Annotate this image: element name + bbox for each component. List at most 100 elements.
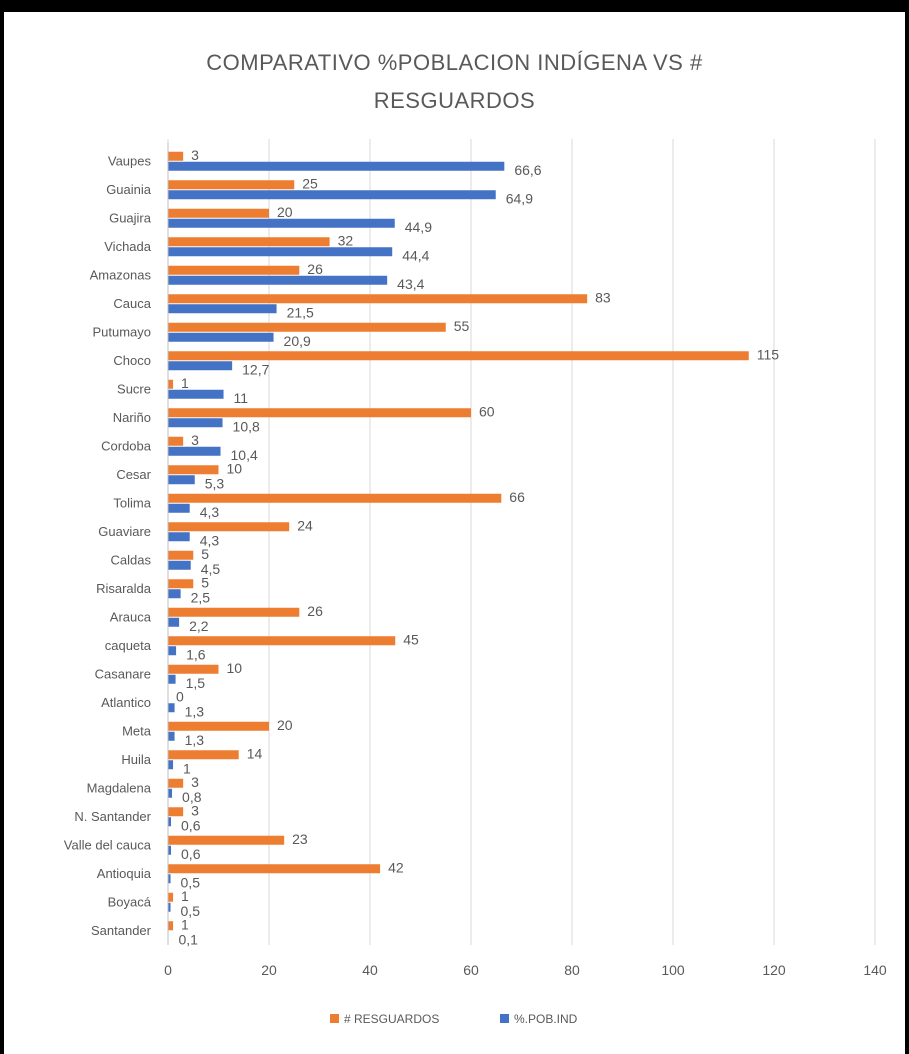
data-label-resguardos: 14 <box>247 745 263 761</box>
bar-poblacion <box>168 275 388 285</box>
bar-resguardos <box>168 607 300 617</box>
category-label: Vichada <box>104 239 152 254</box>
category-label: Amazonas <box>90 267 152 282</box>
bar-resguardos <box>168 807 184 817</box>
data-label-poblacion: 4,3 <box>200 504 220 520</box>
data-label-resguardos: 26 <box>307 603 323 619</box>
category-label: Huila <box>121 752 151 767</box>
data-label-poblacion: 11 <box>234 390 249 406</box>
data-label-resguardos: 10 <box>227 460 243 476</box>
bar-poblacion <box>168 674 176 684</box>
bar-resguardos <box>168 579 194 589</box>
data-label-resguardos: 3 <box>191 147 199 163</box>
data-label-poblacion: 0,6 <box>181 817 201 833</box>
x-tick-label: 100 <box>661 962 685 978</box>
bar-resguardos <box>168 436 184 446</box>
data-label-poblacion: 1 <box>183 760 191 776</box>
bar-resguardos <box>168 550 194 560</box>
bar-poblacion <box>168 817 172 827</box>
bar-poblacion <box>168 760 174 770</box>
category-label: Valle del cauca <box>64 837 152 852</box>
data-label-resguardos: 3 <box>191 774 199 790</box>
data-label-resguardos: 42 <box>388 859 404 875</box>
bar-resguardos <box>168 208 269 218</box>
category-label: Putumayo <box>92 324 151 339</box>
bar-poblacion <box>168 446 221 456</box>
data-label-resguardos: 55 <box>454 318 470 334</box>
category-label: Meta <box>122 723 152 738</box>
data-label-resguardos: 3 <box>191 432 199 448</box>
legend-swatch-poblacion <box>500 1014 509 1023</box>
x-tick-label: 120 <box>762 962 786 978</box>
bar-resguardos <box>168 778 184 788</box>
data-label-poblacion: 43,4 <box>397 276 424 292</box>
data-label-poblacion: 5,3 <box>205 475 225 491</box>
data-label-resguardos: 1 <box>181 375 189 391</box>
bar-poblacion <box>168 161 505 171</box>
bar-resguardos <box>168 351 749 361</box>
legend-label-resguardos: # RESGUARDOS <box>344 1012 439 1026</box>
category-label: Arauca <box>110 609 152 624</box>
data-label-poblacion: 1,6 <box>186 646 206 662</box>
data-label-poblacion: 44,9 <box>405 219 432 235</box>
bar-resguardos <box>168 636 396 646</box>
data-label-resguardos: 3 <box>191 802 199 818</box>
bar-poblacion <box>168 589 181 599</box>
data-label-resguardos: 115 <box>757 346 780 362</box>
data-label-poblacion: 10,8 <box>233 418 260 434</box>
legend-label-poblacion: %.POB.IND <box>514 1012 578 1026</box>
category-label: Guaviare <box>98 524 151 539</box>
chart-title-line-1: COMPARATIVO %POBLACION INDÍGENA VS # <box>206 50 703 75</box>
bar-resguardos <box>168 721 269 731</box>
bar-poblacion <box>168 560 191 570</box>
data-label-resguardos: 26 <box>307 261 323 277</box>
bar-resguardos <box>168 265 300 275</box>
data-label-resguardos: 60 <box>479 403 495 419</box>
category-label: N. Santander <box>74 809 151 824</box>
category-label: Magdalena <box>87 780 152 795</box>
bar-resguardos <box>168 322 446 332</box>
bar-resguardos <box>168 835 285 845</box>
bar-poblacion <box>168 361 233 371</box>
data-label-resguardos: 24 <box>297 517 313 533</box>
data-label-poblacion: 21,5 <box>287 304 314 320</box>
category-label: Cordoba <box>101 438 152 453</box>
category-label: Casanare <box>95 666 151 681</box>
data-label-resguardos: 83 <box>595 289 611 305</box>
category-label: Choco <box>113 353 151 368</box>
category-label: Nariño <box>113 410 151 425</box>
category-label: caqueta <box>105 638 152 653</box>
bar-poblacion <box>168 190 496 200</box>
data-label-resguardos: 5 <box>201 546 209 562</box>
bar-resguardos <box>168 664 219 674</box>
data-label-poblacion: 10,4 <box>231 447 258 463</box>
bar-poblacion <box>168 418 223 428</box>
x-tick-label: 40 <box>362 962 378 978</box>
data-label-resguardos: 20 <box>277 204 293 220</box>
bar-resguardos <box>168 379 174 389</box>
bar-poblacion <box>168 247 393 257</box>
bar-poblacion <box>168 503 190 513</box>
category-label: Atlantico <box>101 695 151 710</box>
bar-resguardos <box>168 151 184 161</box>
category-label: Boyacá <box>108 894 152 909</box>
data-label-poblacion: 4,5 <box>201 561 221 577</box>
legend-swatch-resguardos <box>330 1014 339 1023</box>
chart-title: COMPARATIVO %POBLACION INDÍGENA VS # RES… <box>60 44 849 120</box>
bar-resguardos <box>168 750 239 760</box>
data-label-poblacion: 1,3 <box>185 732 205 748</box>
data-label-resguardos: 23 <box>292 831 308 847</box>
data-label-resguardos: 0 <box>176 688 184 704</box>
data-label-resguardos: 25 <box>302 175 318 191</box>
x-tick-label: 140 <box>863 962 887 978</box>
bar-poblacion <box>168 332 274 342</box>
category-label: Caldas <box>111 552 152 567</box>
bar-poblacion <box>168 703 175 713</box>
data-label-resguardos: 32 <box>338 232 354 248</box>
bar-poblacion <box>168 389 224 399</box>
bar-resguardos <box>168 493 502 503</box>
bar-poblacion <box>168 788 173 798</box>
data-label-poblacion: 0,8 <box>182 789 202 805</box>
data-label-resguardos: 45 <box>403 631 419 647</box>
